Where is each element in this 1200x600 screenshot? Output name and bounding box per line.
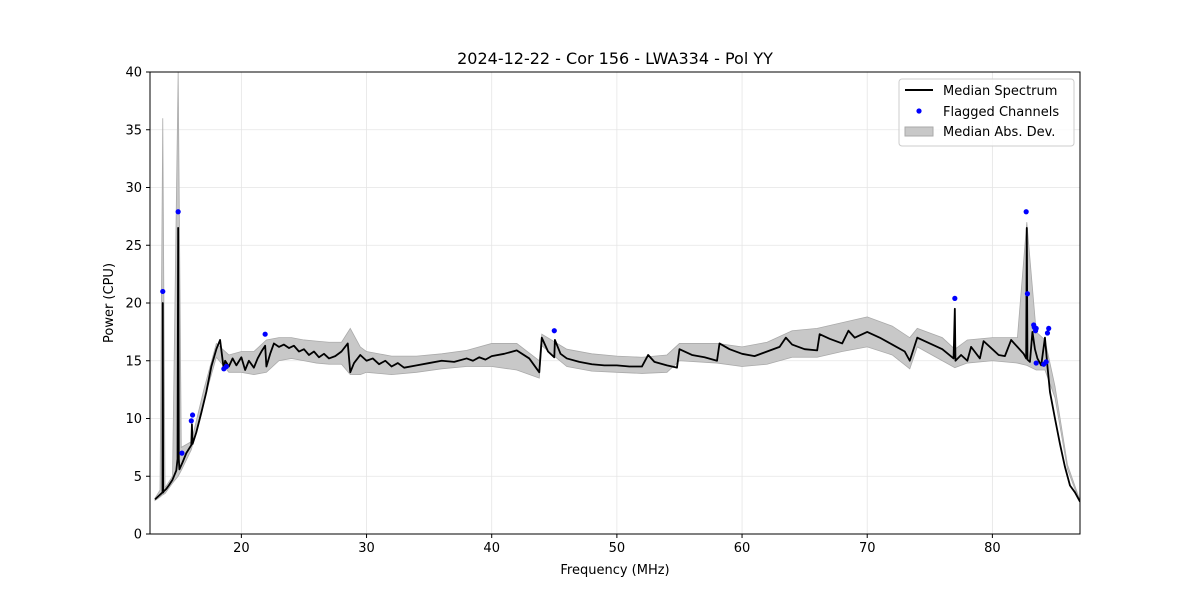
legend: Median Spectrum Flagged Channels Median …	[898, 78, 1075, 147]
x-axis-ticks: 20 30 40 50 60 70 80	[233, 534, 1001, 556]
y-tick-label: 0	[134, 528, 142, 543]
plot-area	[154, 72, 1080, 503]
flagged-points-group	[160, 209, 1052, 456]
y-tick-label: 35	[125, 123, 142, 138]
flagged-channel-point	[175, 209, 181, 215]
x-tick-label: 60	[734, 541, 751, 556]
y-axis-ticks: 0 5 10 15 20 25 30 35 40	[125, 66, 150, 543]
legend-box	[898, 78, 1075, 147]
x-tick-label: 70	[859, 541, 876, 556]
chart-title: 2024-12-22 - Cor 156 - LWA334 - Pol YY	[457, 49, 773, 68]
flagged-channel-point	[189, 412, 196, 418]
mad-band-group	[154, 72, 1080, 503]
y-tick-label: 5	[134, 470, 142, 485]
legend-patch-swatch	[904, 126, 934, 137]
y-tick-label: 10	[125, 412, 142, 427]
median-spectrum-line	[154, 227, 1080, 503]
x-tick-label: 80	[984, 541, 1001, 556]
y-tick-label: 30	[125, 181, 142, 196]
y-tick-label: 20	[125, 297, 142, 312]
flagged-channel-point	[1023, 209, 1029, 215]
flagged-channel-point	[262, 331, 268, 337]
mad-band	[154, 72, 1080, 503]
y-tick-label: 40	[125, 66, 142, 81]
legend-label-flagged: Flagged Channels	[943, 105, 1059, 120]
flagged-channel-point	[188, 418, 194, 424]
flagged-channel-point	[952, 295, 958, 301]
flagged-channel-point	[160, 288, 166, 295]
x-tick-label: 50	[609, 541, 626, 556]
x-tick-label: 20	[233, 541, 250, 556]
legend-label-mad: Median Abs. Dev.	[943, 125, 1055, 140]
flagged-channel-point	[1043, 359, 1049, 365]
legend-marker-swatch	[916, 108, 922, 114]
y-tick-label: 15	[125, 354, 142, 369]
flagged-channel-point	[223, 363, 229, 370]
flagged-channel-point	[1033, 360, 1039, 366]
y-axis-label: Power (CPU)	[102, 263, 117, 343]
x-axis-label: Frequency (MHz)	[560, 563, 669, 578]
flagged-channel-point	[1033, 325, 1039, 332]
flagged-channel-point	[179, 450, 185, 456]
median-line-group	[154, 227, 1080, 503]
y-tick-label: 25	[125, 239, 142, 254]
flagged-channel-point	[1046, 325, 1052, 332]
x-tick-label: 40	[483, 541, 500, 556]
flagged-channel-point	[1044, 330, 1051, 336]
x-tick-label: 30	[358, 541, 375, 556]
legend-label-median: Median Spectrum	[943, 84, 1057, 99]
flagged-channel-point	[551, 328, 557, 334]
flagged-channel-point	[1024, 291, 1031, 297]
